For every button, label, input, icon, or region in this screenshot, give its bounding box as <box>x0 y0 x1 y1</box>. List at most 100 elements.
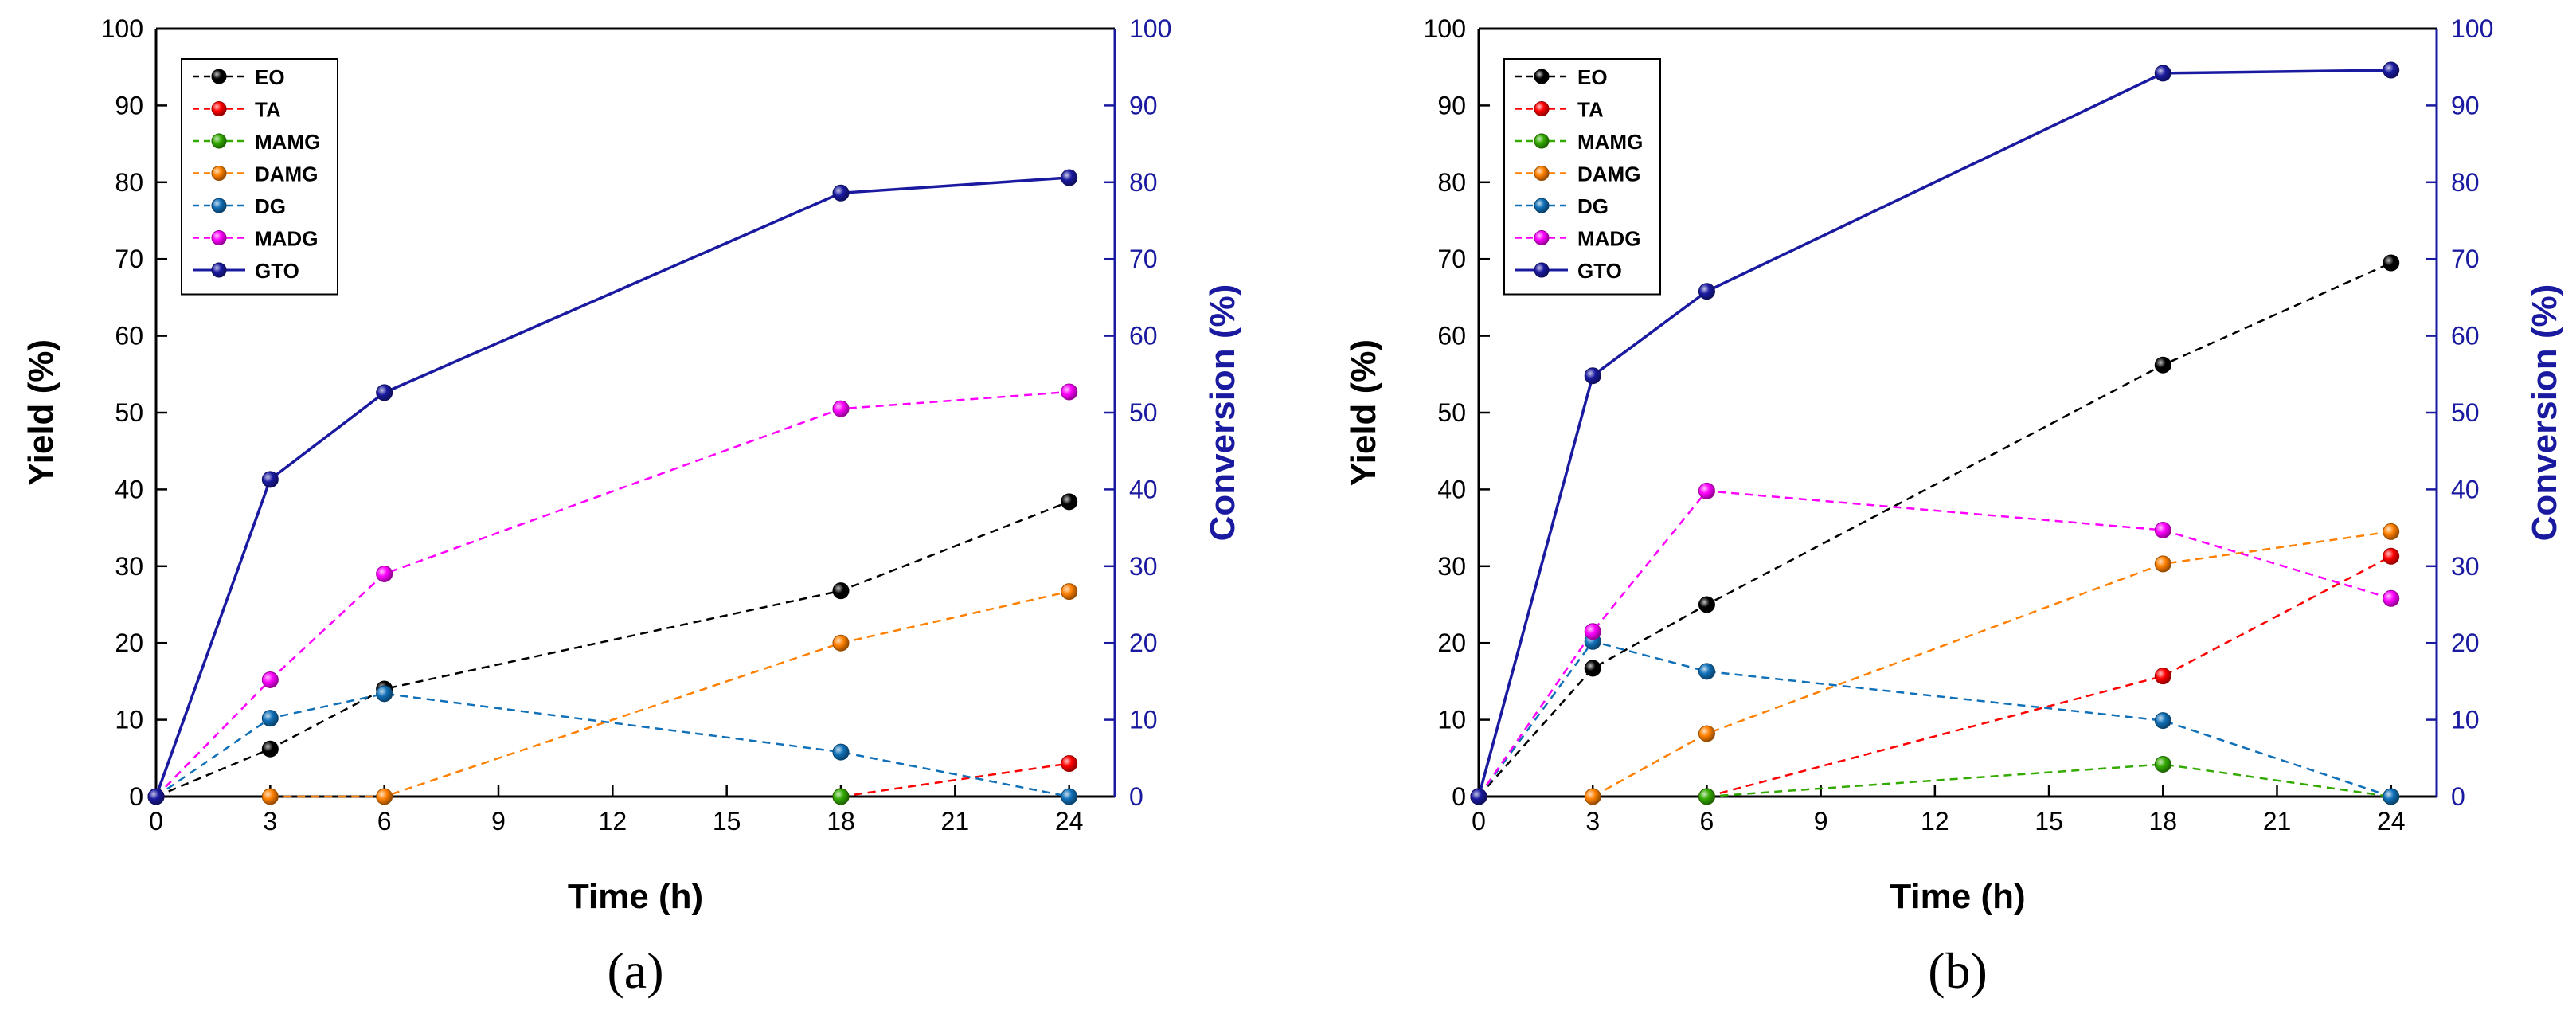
y2-tick-label: 50 <box>1129 398 1158 427</box>
y2-tick-label: 10 <box>2451 706 2480 734</box>
data-point-dg <box>2383 788 2400 805</box>
data-point-gto <box>147 788 165 805</box>
y2-tick-label: 100 <box>1129 14 1171 43</box>
x-tick-label: 3 <box>1585 807 1600 836</box>
y-tick-label: 100 <box>101 14 143 43</box>
x-tick-label: 0 <box>149 807 163 836</box>
y-tick-label: 10 <box>115 706 143 734</box>
data-point-gto <box>1061 169 1078 186</box>
y-tick-label: 10 <box>1437 706 1466 734</box>
data-point-gto <box>1470 788 1487 805</box>
legend-label-dg: DG <box>1577 194 1609 218</box>
legend-marker-eo <box>1534 69 1550 84</box>
legend-marker-gto <box>1534 262 1550 278</box>
y2-tick-label: 30 <box>2451 552 2480 581</box>
data-point-dg <box>832 743 850 761</box>
legend-label-ta: TA <box>1577 98 1604 122</box>
data-point-eo <box>2154 356 2171 374</box>
legend-label-gto: GTO <box>1577 259 1622 283</box>
y-axis-title: Yield (%) <box>1344 339 1383 486</box>
y2-tick-label: 0 <box>1129 782 1143 811</box>
series-line-damg <box>270 590 1069 798</box>
y2-tick-label: 60 <box>2451 322 2480 350</box>
y2-axis-title: Conversion (%) <box>2525 284 2564 542</box>
y-tick-label: 80 <box>1437 168 1466 197</box>
x-tick-label: 24 <box>1055 807 1084 836</box>
x-tick-label: 9 <box>491 807 506 836</box>
data-point-gto <box>1698 283 1715 300</box>
x-tick-label: 21 <box>2263 807 2292 836</box>
y2-tick-label: 70 <box>1129 245 1158 273</box>
legend-label-dg: DG <box>255 194 286 218</box>
y2-tick-label: 40 <box>2451 475 2480 503</box>
data-point-madg <box>2383 589 2400 607</box>
data-point-damg <box>1584 788 1601 805</box>
legend-label-eo: EO <box>255 65 285 89</box>
y-axis-title: Yield (%) <box>21 339 61 486</box>
data-point-dg <box>376 685 393 703</box>
data-point-ta <box>2383 547 2400 565</box>
data-point-gto <box>2383 61 2400 79</box>
data-point-damg <box>376 788 393 805</box>
data-point-dg <box>261 710 279 727</box>
y-tick-label: 70 <box>115 245 143 273</box>
data-point-gto <box>376 384 393 401</box>
y2-tick-label: 10 <box>1129 706 1158 734</box>
x-tick-label: 6 <box>377 807 392 836</box>
series-line-dg <box>155 692 1069 798</box>
series-line-eo <box>1478 261 2392 797</box>
y2-tick-label: 90 <box>1129 91 1158 119</box>
legend-marker-damg <box>1534 166 1550 181</box>
data-point-madg <box>2154 521 2171 538</box>
data-point-gto <box>1584 367 1601 385</box>
data-point-eo <box>2383 254 2400 272</box>
x-tick-label: 15 <box>2035 807 2063 836</box>
legend-label-mamg: MAMG <box>1577 130 1643 154</box>
legend-marker-dg <box>1534 198 1550 213</box>
y2-tick-label: 60 <box>1129 322 1158 350</box>
series-line-madg <box>1477 489 2392 797</box>
data-point-damg <box>1698 725 1715 742</box>
legend-label-madg: MADG <box>255 227 318 251</box>
data-point-madg <box>1584 623 1601 640</box>
y-tick-label: 100 <box>1424 14 1466 43</box>
legend-label-eo: EO <box>1577 65 1608 89</box>
legend-label-ta: TA <box>255 98 281 122</box>
series-line-eo <box>155 500 1070 798</box>
x-tick-label: 0 <box>1472 807 1486 836</box>
legend-marker-madg <box>211 230 227 245</box>
data-point-dg <box>1061 788 1078 805</box>
x-axis-title: Time (h) <box>1890 877 2025 916</box>
legend-marker-dg <box>211 198 227 213</box>
y-tick-label: 20 <box>1437 628 1466 657</box>
series-line-mamg <box>1706 763 2391 798</box>
legend-marker-mamg <box>1534 133 1550 149</box>
y2-tick-label: 0 <box>2451 782 2465 811</box>
x-tick-label: 3 <box>263 807 277 836</box>
data-point-madg <box>832 400 850 417</box>
legend-marker-ta <box>1534 101 1550 116</box>
y2-tick-label: 80 <box>1129 168 1158 197</box>
y-tick-label: 70 <box>1437 245 1466 273</box>
legend-marker-ta <box>211 101 227 116</box>
legend-marker-madg <box>1534 230 1550 245</box>
y2-tick-label: 50 <box>2451 398 2480 427</box>
data-point-mamg <box>832 788 850 805</box>
legend-label-mamg: MAMG <box>255 130 320 154</box>
y-tick-label: 40 <box>1437 475 1466 503</box>
y-tick-label: 80 <box>115 168 143 197</box>
series-line-dg <box>1477 640 2392 798</box>
data-point-ta <box>1061 755 1078 773</box>
data-point-madg <box>376 565 393 582</box>
y-tick-label: 50 <box>115 398 143 427</box>
data-point-madg <box>261 671 279 688</box>
y-tick-label: 30 <box>1437 552 1466 581</box>
data-point-eo <box>1584 660 1601 677</box>
data-point-gto <box>2154 65 2171 82</box>
y-tick-label: 20 <box>115 628 143 657</box>
y-tick-label: 0 <box>129 782 143 811</box>
legend-label-damg: DAMG <box>1577 162 1640 186</box>
x-tick-label: 12 <box>1921 807 1949 836</box>
